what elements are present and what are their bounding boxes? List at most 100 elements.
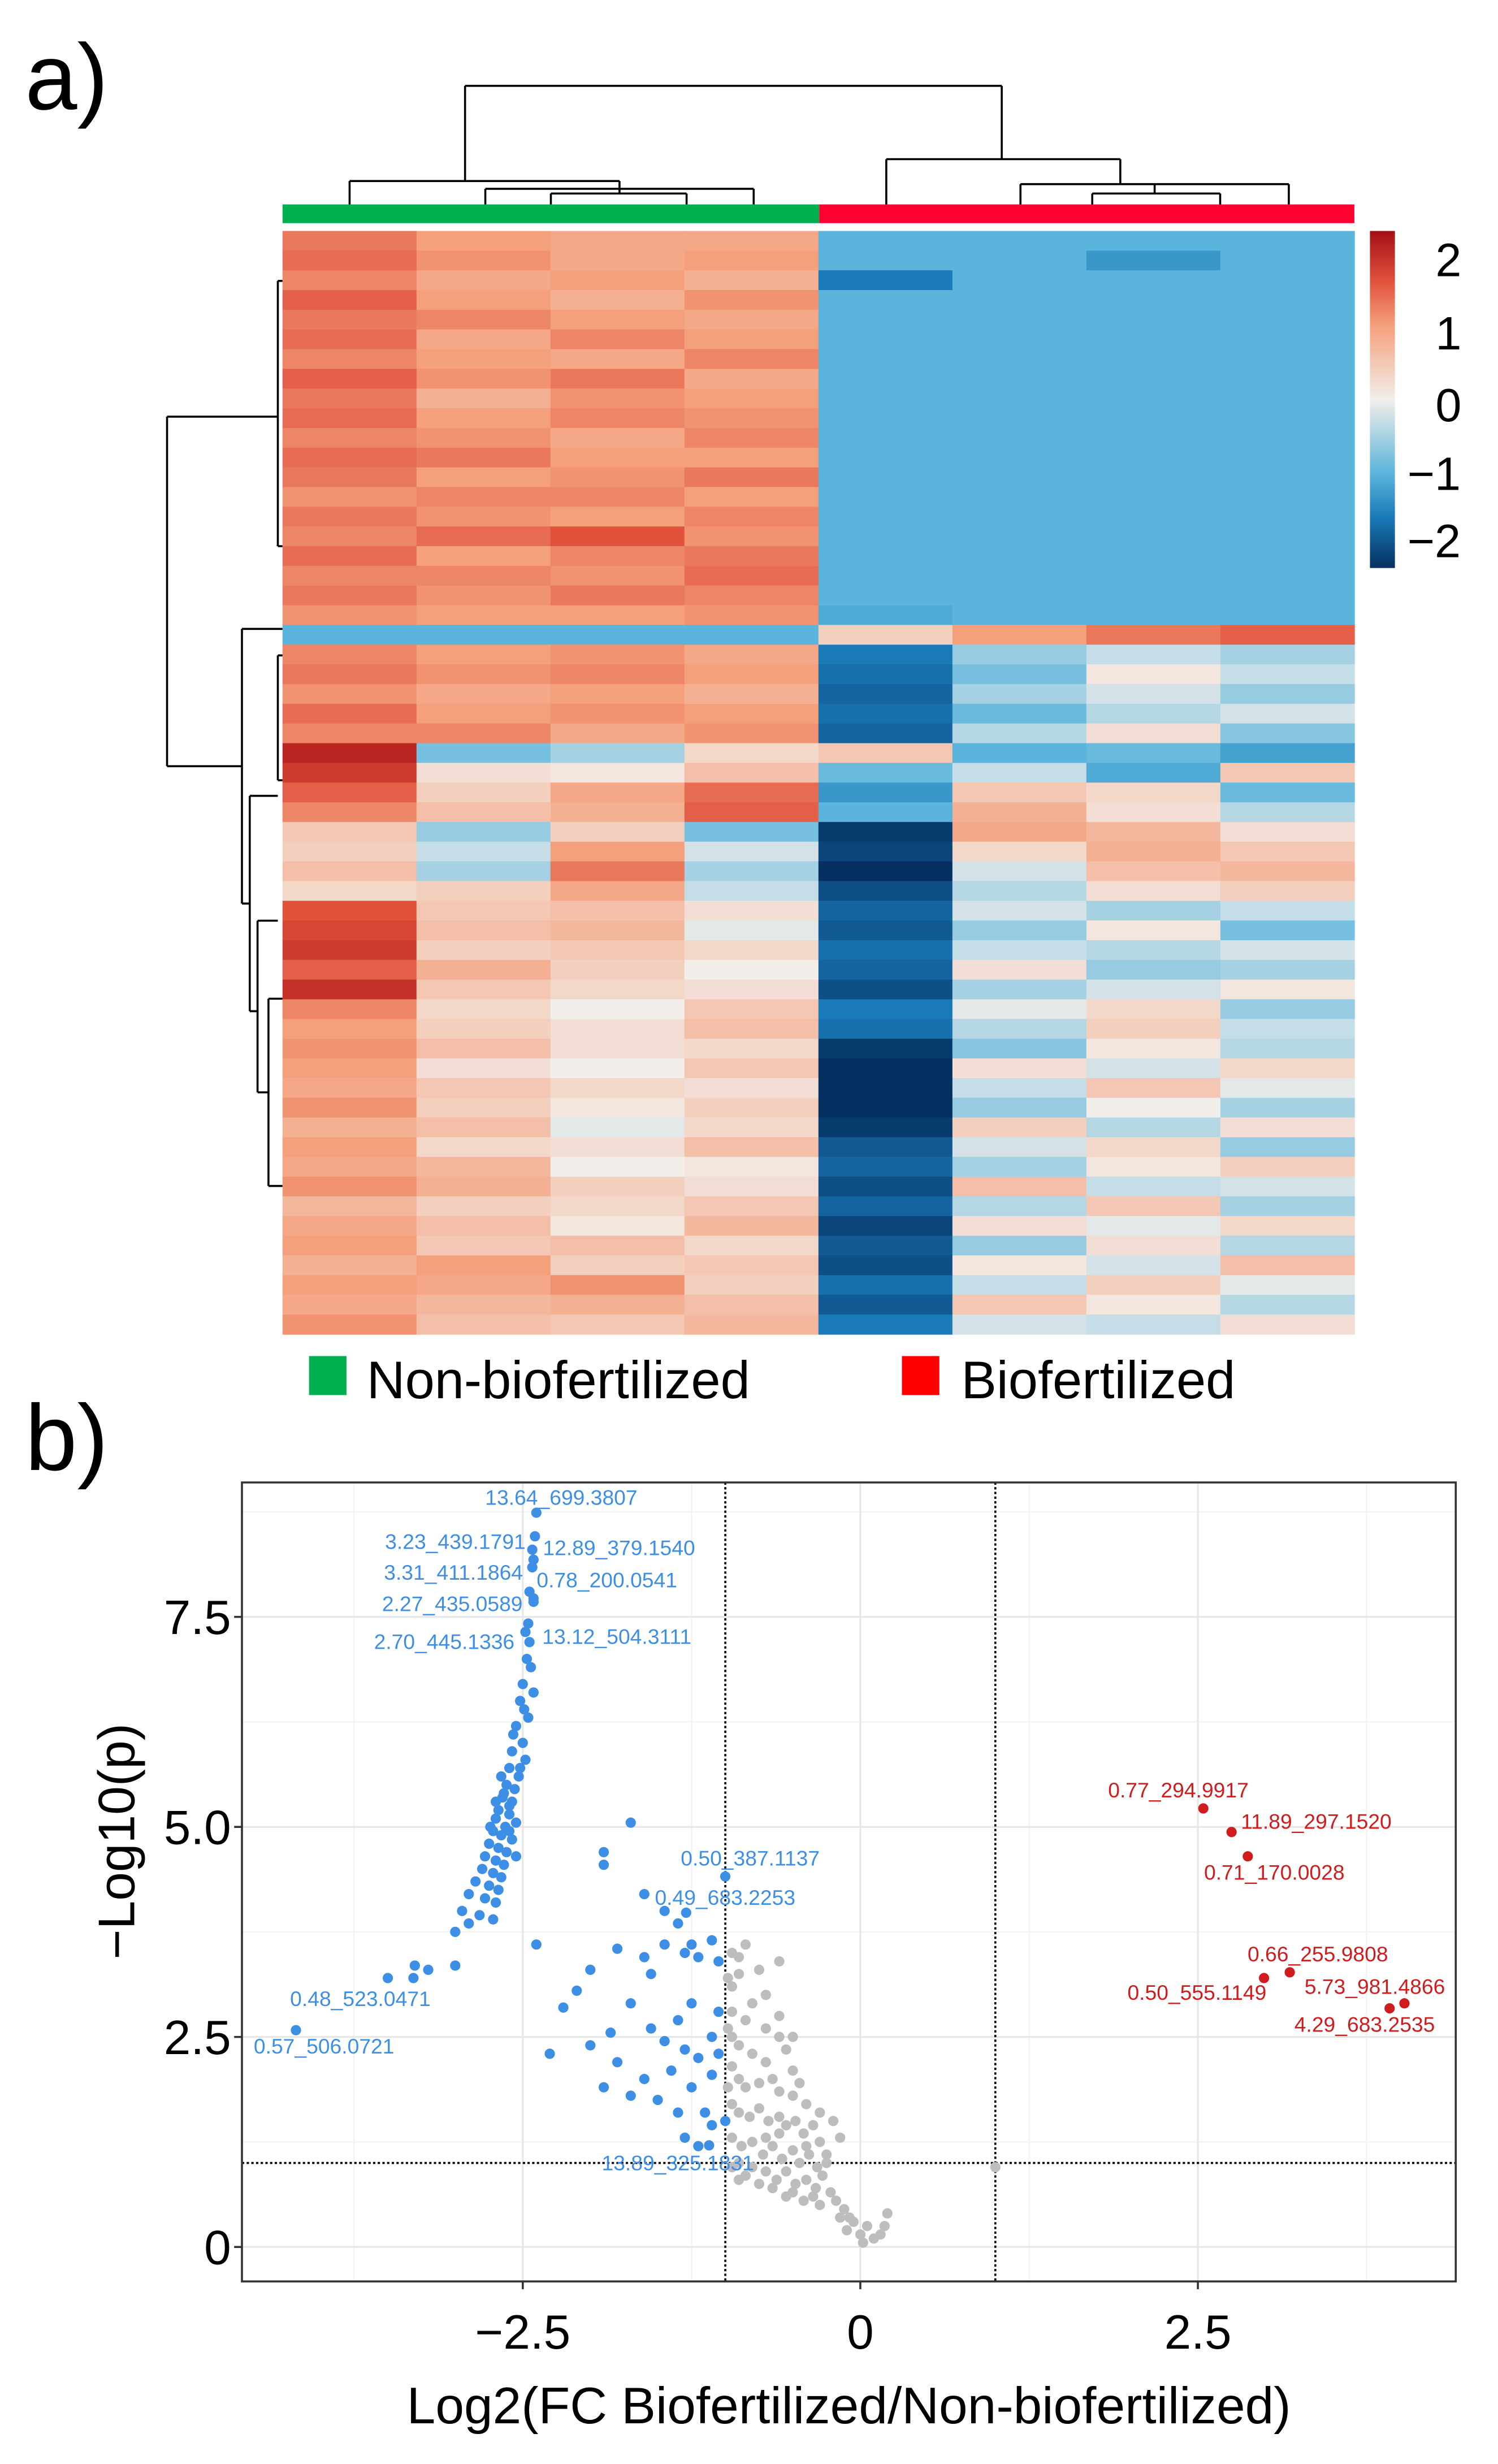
heatmap-cell — [550, 250, 685, 271]
heatmap-cell — [952, 959, 1087, 980]
heatmap-cell — [416, 1137, 551, 1158]
heatmap-cell — [818, 1235, 953, 1256]
heatmap-cell — [416, 369, 551, 390]
heatmap-cell — [1220, 1157, 1355, 1177]
heatmap-cell — [416, 802, 551, 823]
heatmap-cell — [550, 783, 685, 803]
heatmap-cell — [818, 408, 953, 429]
heatmap-cell — [952, 309, 1087, 330]
heatmap-cell — [1086, 270, 1221, 291]
point-down — [496, 1771, 506, 1782]
point-ns — [747, 2162, 757, 2173]
point-down — [673, 2015, 683, 2026]
heatmap-cell — [282, 388, 417, 409]
heatmap-cell — [684, 684, 819, 704]
heatmap-cell — [550, 664, 685, 685]
point-ns — [733, 2107, 744, 2118]
heatmap-cell — [818, 1177, 953, 1197]
heatmap-cell — [818, 1137, 953, 1158]
heatmap-cell — [1086, 1019, 1221, 1039]
heatmap-cell — [684, 1137, 819, 1158]
point-ns — [747, 2137, 757, 2147]
heatmap-cell — [1220, 763, 1355, 783]
heatmap-cell — [550, 1275, 685, 1295]
heatmap-cell — [684, 1097, 819, 1118]
heatmap-cell — [416, 487, 551, 508]
heatmap-cell — [1220, 290, 1355, 310]
heatmap-cell — [952, 1117, 1087, 1138]
heatmap-cell — [550, 270, 685, 291]
heatmap-cell — [1220, 703, 1355, 724]
heatmap-cell — [550, 979, 685, 1000]
heatmap-cell — [416, 526, 551, 547]
point-down — [673, 2107, 683, 2118]
heatmap-cell — [952, 1177, 1087, 1197]
point-down — [612, 1943, 623, 1954]
point-down — [652, 2094, 663, 2106]
heatmap-cell — [684, 1314, 819, 1335]
point-label: 13.12_504.3111 — [542, 1624, 691, 1648]
heatmap-cell — [282, 901, 417, 921]
heatmap-cell — [416, 959, 551, 980]
heatmap-cell — [282, 467, 417, 488]
heatmap-cell — [952, 270, 1087, 291]
heatmap-cell — [416, 447, 551, 468]
heatmap-cell — [684, 546, 819, 567]
heatmap-cell — [282, 487, 417, 508]
heatmap-cell — [550, 388, 685, 409]
heatmap-cell — [1220, 1196, 1355, 1217]
labeled-point-up — [1258, 1973, 1270, 1983]
heatmap-cell — [952, 1097, 1087, 1118]
point-down — [598, 2082, 609, 2093]
heatmap-cell — [952, 625, 1087, 646]
heatmap-cell — [550, 309, 685, 330]
heatmap-cell — [952, 920, 1087, 941]
heatmap-cell — [684, 881, 819, 902]
legend-label: Non-biofertilized — [367, 1350, 750, 1410]
heatmap-cell — [1086, 546, 1221, 567]
point-ns — [798, 2195, 809, 2206]
heatmap-cell — [416, 822, 551, 842]
point-down — [625, 1998, 636, 2009]
heatmap-cell — [684, 408, 819, 429]
heatmap-cell — [282, 349, 417, 370]
point-ns — [808, 2120, 819, 2130]
point-down — [490, 1855, 501, 1866]
heatmap-cell — [550, 447, 685, 468]
heatmap-cell — [952, 684, 1087, 704]
heatmap-cell — [1086, 1314, 1221, 1335]
x-tick-label: −2.5 — [475, 2306, 570, 2359]
heatmap-cell — [684, 349, 819, 370]
heatmap-cell — [818, 1117, 953, 1138]
point-down — [639, 1888, 650, 1900]
labeled-point-down — [527, 1562, 538, 1573]
point-down — [504, 1826, 515, 1836]
point-down — [499, 1788, 509, 1799]
heatmap-cell — [952, 763, 1087, 783]
point-ns — [733, 2074, 744, 2085]
x-tick-label: 0 — [847, 2306, 874, 2359]
heatmap-cell — [1220, 1058, 1355, 1079]
y-tick-label: 2.5 — [164, 2011, 231, 2065]
point-down — [501, 1847, 512, 1857]
heatmap-cell — [1086, 309, 1221, 330]
heatmap-cell — [818, 1255, 953, 1276]
heatmap-cell — [1220, 979, 1355, 1000]
heatmap-cell — [1220, 881, 1355, 902]
point-ns — [787, 2065, 798, 2076]
point-ns — [821, 2158, 832, 2168]
point-ns — [726, 1981, 738, 1992]
heatmap-cell — [416, 1157, 551, 1177]
point-ns — [760, 2057, 771, 2068]
heatmap-cell — [416, 507, 551, 527]
labeled-point-down — [704, 2140, 715, 2151]
heatmap-cell — [1220, 684, 1355, 704]
heatmap-cell — [416, 703, 551, 724]
heatmap-cell — [282, 585, 417, 606]
heatmap-cell — [550, 369, 685, 390]
heatmap-cell — [952, 1196, 1087, 1217]
heatmap-cell — [416, 763, 551, 783]
legend-swatch-biofertilized — [902, 1356, 940, 1395]
point-down — [496, 1830, 506, 1841]
heatmap-cell — [282, 290, 417, 310]
